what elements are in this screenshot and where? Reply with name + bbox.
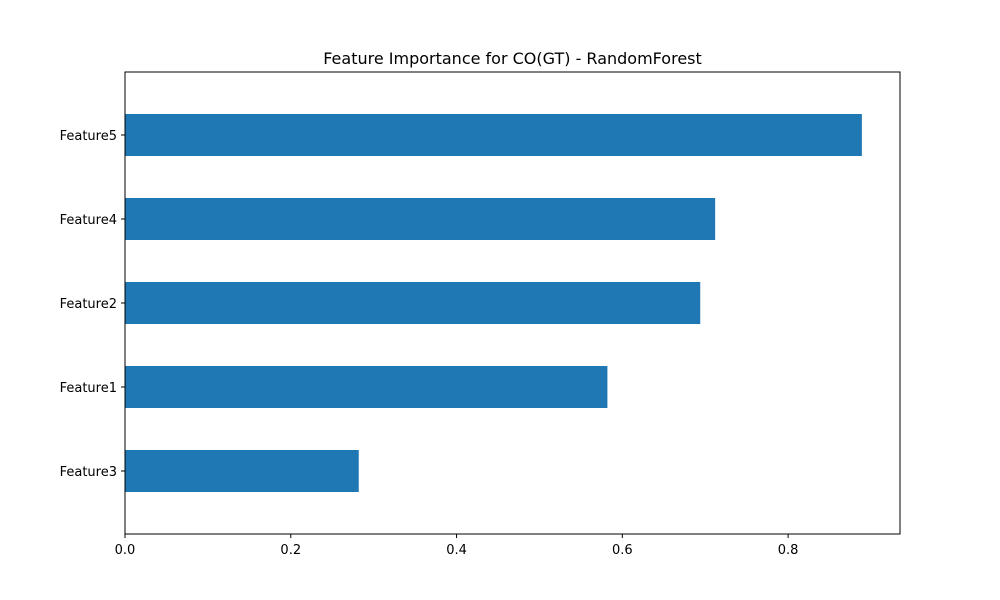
plot-frame bbox=[124, 71, 901, 535]
x-tick-label: 0.8 bbox=[778, 543, 799, 558]
bar-feature4 bbox=[125, 198, 716, 240]
bars-group bbox=[125, 114, 862, 492]
bar-feature1 bbox=[125, 366, 608, 408]
y-tick-label: Feature2 bbox=[60, 297, 117, 312]
y-tick-label: Feature4 bbox=[60, 213, 117, 228]
y-axis-ticks: Feature3 Feature1 Feature2 Feature4 Feature5 bbox=[60, 129, 125, 480]
x-tick-label: 0.6 bbox=[612, 543, 633, 558]
chart-title: Feature Importance for CO(GT) - RandomFo… bbox=[323, 49, 702, 68]
x-tick-label: 0.0 bbox=[115, 543, 136, 558]
bar-feature2 bbox=[125, 282, 701, 324]
x-tick-label: 0.2 bbox=[280, 543, 301, 558]
x-tick-label: 0.4 bbox=[446, 543, 467, 558]
bar-feature5 bbox=[125, 114, 862, 156]
y-tick-label: Feature1 bbox=[60, 381, 117, 396]
bar-feature3 bbox=[125, 450, 359, 492]
x-axis-ticks: 0.0 0.2 0.4 0.6 0.8 bbox=[115, 534, 799, 558]
y-tick-label: Feature3 bbox=[60, 465, 117, 480]
y-tick-label: Feature5 bbox=[60, 129, 117, 144]
